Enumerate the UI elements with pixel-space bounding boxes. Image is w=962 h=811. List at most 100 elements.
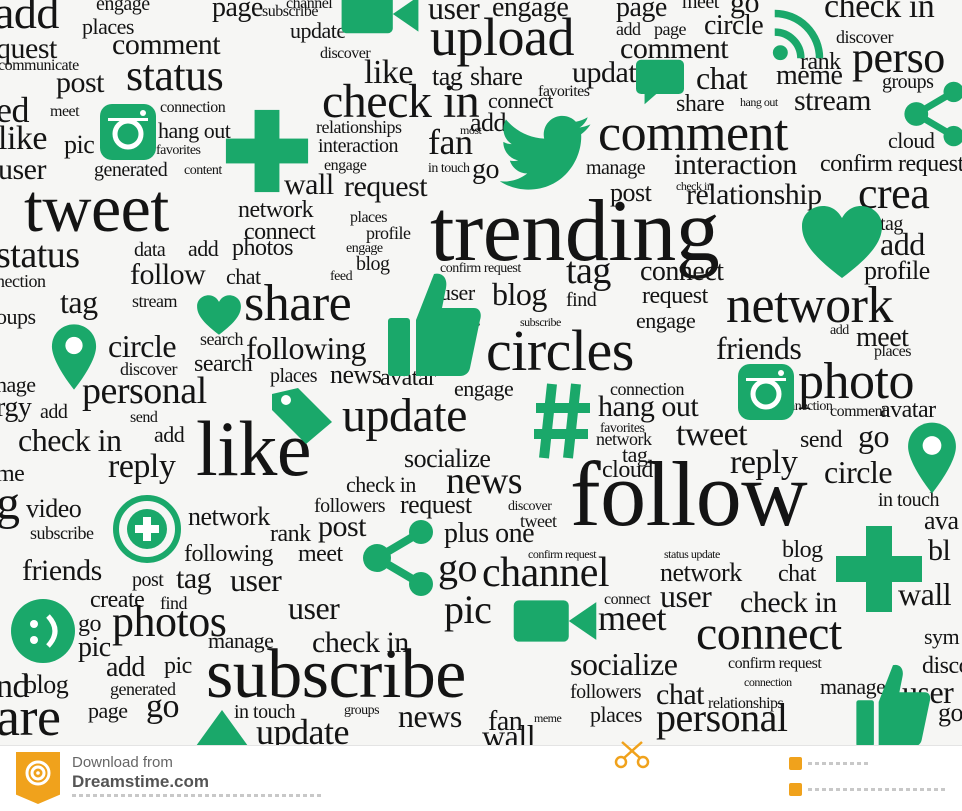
cloud-word: blog [782, 538, 823, 562]
cloud-word: go [858, 420, 889, 452]
cloud-word: follow [130, 260, 205, 290]
heart-icon [800, 204, 884, 280]
cloud-word: rgy [0, 394, 31, 422]
cloud-word: stream [794, 86, 871, 116]
cloud-word: update [342, 392, 467, 440]
cloud-word: fan [428, 124, 472, 160]
cloud-word: photos [232, 236, 293, 260]
partial-icon [192, 706, 252, 745]
cloud-word: stream [132, 292, 177, 310]
dreamstime-logo-icon [16, 752, 60, 804]
cloud-word: page [212, 0, 263, 22]
cloud-word: blog [356, 254, 390, 274]
hashtag-icon [532, 380, 594, 462]
cloud-word: engage [636, 310, 695, 332]
cloud-word: add [188, 238, 218, 260]
cloud-word: reply [108, 450, 175, 484]
cloud-word: blog [24, 672, 68, 698]
cloud-word: update [290, 20, 346, 42]
video-camera-icon [340, 0, 420, 38]
cloud-word: video [26, 496, 81, 522]
cloud-word: oups [0, 306, 36, 328]
share-nodes-icon [358, 518, 440, 598]
video-camera-icon [512, 592, 598, 650]
cloud-word: plus one [444, 520, 534, 548]
cloud-word: g [0, 480, 20, 528]
cloud-word: nection [0, 272, 45, 290]
cloud-word: personal [82, 372, 207, 410]
cloud-word: followers [570, 682, 641, 702]
footer-download-text: Download from [72, 754, 173, 771]
cloud-word: engage [454, 378, 513, 400]
cloud-word: sym [924, 626, 959, 648]
cloud-word: news [398, 700, 462, 732]
cloud-word: user [230, 564, 281, 596]
cloud-word: update [256, 714, 349, 745]
cloud-word: add [40, 402, 67, 422]
cloud-word: network [188, 504, 270, 530]
plus-icon [224, 108, 310, 194]
plus-icon [834, 524, 924, 614]
cloud-word: profile [366, 224, 410, 242]
cloud-word: interaction [674, 150, 797, 180]
cloud-word: meet [598, 600, 666, 636]
cloud-word: check in [18, 424, 122, 456]
cloud-word: reply [730, 446, 797, 480]
cloud-word: meme [534, 712, 561, 724]
cloud-word: subscribe [30, 524, 93, 542]
chat-bubble-icon [634, 58, 686, 106]
cloud-word: user [288, 592, 339, 624]
cloud-word: confirm request [528, 548, 596, 560]
cloud-word: circle [824, 456, 892, 488]
cloud-word: wall [482, 720, 535, 745]
cloud-word: upload [430, 10, 574, 64]
scissors-icon [612, 740, 652, 774]
cloud-word: post [610, 180, 651, 206]
smiley-icon [10, 598, 76, 664]
cloud-word: connection [610, 380, 684, 398]
cloud-word: personal [656, 698, 788, 738]
footer-fine-print [72, 794, 322, 797]
instagram-camera-icon [98, 102, 158, 162]
thumbs-up-icon [846, 662, 940, 745]
add-circle-icon [112, 494, 182, 564]
cloud-word: bl [928, 536, 950, 566]
cloud-word: pic [444, 590, 491, 630]
watermark-footer: Download from Dreamstime.com [0, 745, 962, 811]
cloud-word: like [0, 122, 47, 156]
cloud-word: content [184, 164, 222, 178]
cloud-word: friends [22, 556, 102, 586]
cloud-word: add [154, 424, 184, 446]
cloud-word: avatar [880, 398, 936, 422]
cloud-word: favorites [156, 144, 200, 158]
cloud-word: socialize [570, 648, 677, 680]
cloud-word: tag [60, 286, 98, 318]
cloud-word: ava [924, 508, 959, 534]
cloud-word: connection [160, 100, 225, 116]
cloud-word: places [590, 704, 642, 726]
cloud-word: tag [176, 564, 211, 594]
cloud-word: in touch [428, 162, 470, 176]
cloud-word: groups [344, 704, 379, 718]
map-pin-icon [50, 322, 98, 392]
cloud-word: meet [298, 542, 343, 566]
cloud-word: tweet [24, 174, 169, 242]
cloud-word: blog [492, 278, 547, 310]
cloud-word: confirm request [728, 656, 821, 672]
cloud-word: check in [824, 0, 934, 24]
price-tag-icon [270, 386, 334, 446]
cloud-word: places [270, 366, 317, 386]
cloud-word: friends [716, 332, 801, 364]
map-pin-icon [906, 420, 958, 496]
cloud-word: pic [164, 654, 192, 678]
rss-feed-icon [768, 6, 830, 62]
cloud-word: send [800, 428, 842, 452]
cloud-word: connect [696, 610, 842, 658]
cloud-word: go [472, 156, 499, 184]
cloud-word: add [0, 0, 59, 36]
cloud-word: pic [64, 132, 94, 158]
cloud-word: go [438, 548, 477, 588]
cloud-word: tag [566, 252, 611, 290]
footer-site-name: Dreamstime.com [72, 772, 209, 792]
